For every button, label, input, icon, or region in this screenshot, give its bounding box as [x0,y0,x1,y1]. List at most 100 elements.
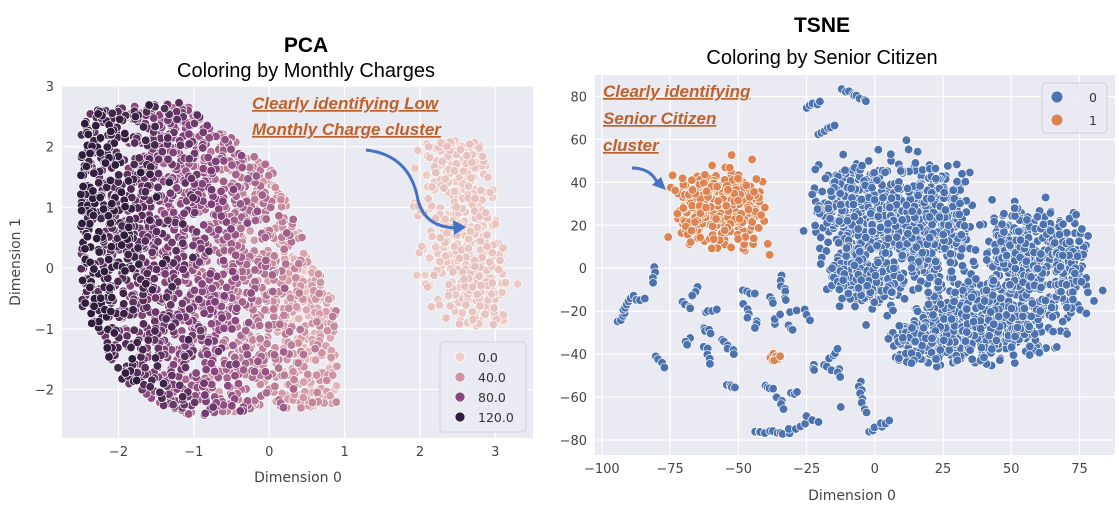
tsne-point-senior [721,201,731,211]
tsne-point-non-senior [870,195,880,205]
tsne-point-senior [687,185,698,195]
pca-point [81,161,92,172]
pca-point [301,305,312,315]
tsne-point-non-senior [911,242,921,252]
tsne-point-senior [687,175,697,185]
pca-point [163,154,173,164]
pca-point [328,311,338,322]
y-tick-label: 2 [46,141,54,156]
tsne-point-non-senior [926,194,936,204]
pca-point [494,264,504,275]
pca-point [440,214,450,224]
pca-point [250,215,261,226]
pca-point [127,354,137,364]
tsne-point-non-senior [923,287,933,298]
pca-point [115,114,125,124]
tsne-point-non-senior [823,237,833,247]
pca-point [130,138,140,148]
tsne-point-non-senior [913,283,924,293]
pca-point [76,205,87,216]
tsne-point-non-senior [943,220,954,231]
pca-point [455,145,466,155]
pca-point [147,247,157,257]
tsne-point-non-senior [931,256,941,267]
tsne-point-senior [707,160,717,171]
pca-point [206,185,217,195]
pca-point [208,402,218,412]
pca-point [76,189,86,199]
pca-point [424,142,434,152]
pca-point [276,194,286,205]
tsne-point-non-senior [842,243,852,253]
tsne-point-non-senior [945,257,956,268]
pca-point [268,286,278,297]
pca-point [188,252,198,263]
pca-point [198,127,208,137]
pca-point [226,224,236,234]
tsne-point-non-senior [952,355,963,365]
pca-point [128,305,138,315]
tsne-point-non-senior [903,144,914,155]
tsne-point-non-senior [886,149,896,159]
tsne-point-senior [725,163,735,173]
tsne-point-non-senior [956,230,966,240]
pca-point [89,168,99,178]
pca-point [95,148,105,158]
tsne-point-senior [741,180,751,191]
tsne-point-non-senior [883,233,893,244]
tsne-point-non-senior [1052,342,1062,352]
tsne-point-non-senior [1027,298,1038,308]
pca-point [190,207,200,218]
pca-point [245,226,255,236]
pca-point [167,370,177,381]
pca-point [130,111,141,122]
pca-point [282,228,292,238]
tsne-point-non-senior [1006,342,1017,352]
tsne-point-non-senior [1008,350,1019,360]
pca-point [105,283,115,293]
pca-point [100,158,111,168]
tsne-point-non-senior [934,212,945,222]
tsne-point-non-senior [1062,329,1072,339]
pca-point [178,238,188,248]
pca-point [512,279,523,289]
pca-point [183,335,194,345]
pca-point [269,350,280,360]
pca-point [462,151,472,161]
pca-annotation-line-2: Monthly Charge cluster [252,120,442,139]
pca-point [163,133,173,143]
tsne-point-non-senior [912,147,923,157]
pca-point [159,103,170,114]
pca-point [246,288,256,298]
pca-point [150,121,160,132]
x-tick-label: 2 [416,445,424,460]
pca-point [424,152,435,163]
pca-point [171,246,181,256]
pca-point [329,321,339,331]
pca-point [472,289,482,300]
pca-point [222,232,232,242]
pca-point [260,232,270,243]
tsne-point-non-senior [931,174,941,184]
pca-point [184,139,194,149]
tsne-point-non-senior [902,183,913,194]
pca-point [188,193,198,203]
tsne-point-non-senior [950,287,960,298]
pca-point [136,167,146,178]
pca-point [223,381,233,391]
tsne-point-senior [726,150,737,160]
pca-point [291,273,301,283]
pca-point [468,314,478,325]
pca-point [264,320,274,330]
pca-point [449,186,460,196]
pca-point [198,143,208,153]
pca-point [197,279,207,289]
tsne-point-non-senior [1024,350,1035,360]
pca-point [132,375,142,386]
pca-point [218,256,229,266]
pca-point [218,196,228,206]
tsne-point-senior [764,250,775,260]
pca-point [199,378,209,388]
tsne-point-senior [747,154,757,165]
tsne-point-senior [712,182,722,192]
